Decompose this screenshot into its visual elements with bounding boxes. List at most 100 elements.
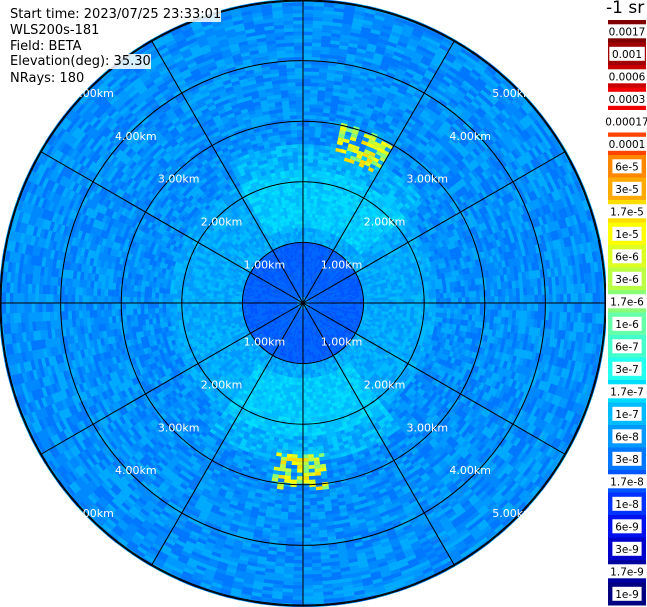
colorbar-label-bg	[612, 226, 642, 241]
colorbar-label-bg	[606, 69, 647, 84]
colorbar-label-bg	[603, 114, 647, 129]
colorbar-label: 1.7e-9	[610, 566, 644, 578]
colorbar-label-bg	[612, 316, 642, 331]
azimuth-spoke	[302, 302, 455, 566]
colorbar-label: 1e-9	[615, 589, 639, 601]
colorbar-label-bg	[612, 159, 642, 174]
colorbar-swatch	[608, 267, 646, 291]
colorbar-swatch	[608, 132, 646, 156]
azimuth-spoke	[40, 151, 304, 304]
colorbar-label: 1.7e-7	[610, 386, 644, 398]
colorbar-label: 0.0001	[609, 139, 646, 151]
colorbar-label: 0.001	[612, 49, 642, 61]
colorbar-label: 6e-9	[615, 521, 639, 533]
range-ring-label: 2.00km	[201, 379, 243, 392]
colorbar-swatch	[608, 87, 646, 111]
colorbar-label: 1.7e-5	[610, 206, 644, 218]
colorbar-label: 6e-7	[615, 341, 639, 353]
range-ring-label: 2.00km	[364, 216, 406, 229]
colorbar-label: 3e-6	[615, 274, 639, 286]
colorbar-swatch	[608, 245, 646, 268]
colorbar-label-bg	[612, 496, 642, 511]
azimuth-spoke	[302, 302, 566, 455]
colorbar-swatch	[608, 20, 646, 43]
colorbar-label: 0.00017	[605, 116, 647, 128]
colorbar-label-bg	[612, 339, 642, 354]
colorbar-swatch	[608, 425, 646, 448]
colorbar-swatch	[608, 560, 646, 583]
colorbar-label: 3e-9	[615, 544, 639, 556]
colorbar-label-bg	[612, 541, 642, 556]
azimuth-spoke	[302, 40, 455, 304]
colorbar-label: 0.0006	[609, 71, 646, 83]
colorbar-label: 1e-8	[615, 499, 639, 511]
colorbar-label-bg	[612, 586, 642, 601]
colorbar-title: -1 sr	[606, 0, 645, 18]
azimuth-spoke	[302, 151, 566, 304]
colorbar-label: 0.0017	[609, 26, 646, 38]
range-ring-label: 3.00km	[407, 173, 449, 186]
range-ring-label: 2.00km	[364, 379, 406, 392]
range-ring-label: 5.00km	[492, 507, 534, 520]
colorbar-swatch	[608, 177, 646, 201]
range-ring-label: 5.00km	[72, 87, 114, 100]
colorbar-swatch	[608, 155, 646, 178]
colorbar-label-bg	[612, 361, 642, 376]
colorbar-swatch	[608, 357, 646, 381]
colorbar-swatch	[608, 470, 646, 493]
colorbar-label: 0.0003	[609, 94, 646, 106]
colorbar-label-bg	[612, 271, 642, 286]
colorbar-label-bg	[612, 519, 642, 534]
colorbar-label: 3e-5	[615, 184, 639, 196]
range-ring-label: 1.00km	[321, 258, 363, 271]
colorbar-label-bg	[606, 204, 647, 219]
azimuth-spoke	[151, 40, 304, 304]
range-ring-label: 1.00km	[244, 336, 286, 349]
colorbar-swatch	[608, 380, 646, 403]
range-ring-label: 5.00km	[72, 507, 114, 520]
colorbar-label: 6e-5	[615, 161, 639, 173]
colorbar-label-bg	[606, 136, 647, 151]
colorbar-swatch	[608, 65, 646, 88]
colorbar-swatch	[608, 447, 646, 471]
colorbar-label: 1.7e-8	[610, 476, 644, 488]
range-ring-label: 3.00km	[158, 173, 200, 186]
azimuth-spoke	[151, 302, 304, 566]
start-time-label: Start time: 2023/07/25 23:33:01	[10, 7, 222, 22]
range-ring-label: 4.00km	[115, 130, 157, 143]
colorbar-label: 1.7e-6	[610, 296, 644, 308]
colorbar-label: 3e-8	[615, 454, 639, 466]
colorbar-label-bg	[612, 181, 642, 196]
colorbar-label-bg	[612, 406, 642, 421]
colorbar-swatch	[608, 42, 646, 66]
colorbar-label: 6e-8	[615, 431, 639, 443]
elevation-label: Elevation(deg): 35.30	[10, 54, 151, 69]
range-ring-label: 1.00km	[321, 336, 363, 349]
colorbar-swatch	[608, 312, 646, 336]
instrument-label: WLS200s-181	[10, 23, 100, 38]
colorbar-label-bg	[606, 564, 647, 579]
colorbar-label-bg	[606, 384, 647, 399]
colorbar-label-bg	[612, 451, 642, 466]
ppi-plot: 1.00km 1.00km 1.00km 1.00km 2.00km 2.00km 2.00…	[0, 0, 606, 607]
field-label: Field: BETA	[10, 39, 82, 54]
ppi-gates	[0, 0, 606, 607]
range-ring-label: 4.00km	[115, 464, 157, 477]
colorbar-swatch	[608, 402, 646, 426]
colorbar-label-bg	[606, 24, 647, 39]
nrays-label: NRays: 180	[10, 71, 85, 86]
colorbar-label: 1e-6	[615, 319, 639, 331]
range-ring-label: 5.00km	[492, 87, 534, 100]
colorbar-label-bg	[612, 249, 642, 264]
colorbar-swatch	[608, 200, 646, 223]
colorbar-swatch	[608, 515, 646, 538]
range-ring-label: 4.00km	[449, 464, 491, 477]
range-ring-label: 4.00km	[449, 130, 491, 143]
range-ring-label: 3.00km	[158, 421, 200, 434]
colorbar-label: 1e-5	[615, 229, 639, 241]
colorbar-swatch	[608, 335, 646, 358]
colorbar-swatch	[608, 537, 646, 561]
range-ring-label: 1.00km	[244, 258, 286, 271]
colorbar-swatch	[608, 290, 646, 313]
colorbar-swatch	[608, 110, 646, 133]
